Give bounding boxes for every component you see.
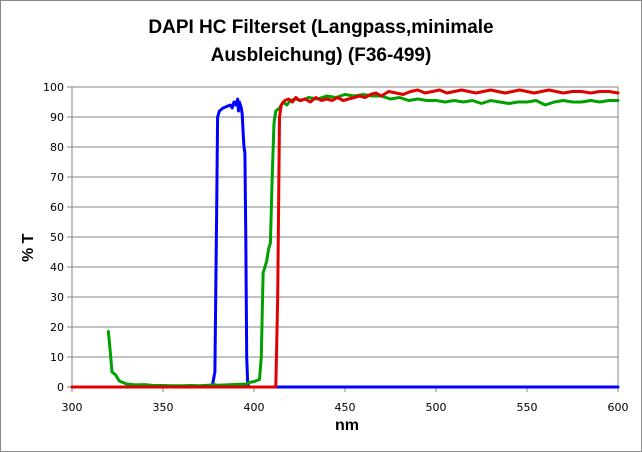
y-tick-label: 50 xyxy=(50,231,64,244)
y-tick-label: 80 xyxy=(50,141,64,154)
series-line xyxy=(70,88,620,389)
gridlines xyxy=(72,86,618,358)
x-tick-label: 550 xyxy=(517,401,538,414)
y-tick-label: 30 xyxy=(50,291,64,304)
x-tick-label: 400 xyxy=(244,401,265,414)
x-axis-label: nm xyxy=(335,417,359,434)
y-tick-label: 20 xyxy=(50,321,64,334)
x-tick-label: 300 xyxy=(62,401,83,414)
y-tick-label: 10 xyxy=(50,351,64,364)
x-tick-label: 500 xyxy=(426,401,447,414)
x-tick-label: 350 xyxy=(153,401,174,414)
y-tick-label: 60 xyxy=(50,201,64,214)
y-tick-label: 90 xyxy=(50,111,64,124)
y-tick-label: 70 xyxy=(50,171,64,184)
y-tick-label: 40 xyxy=(50,261,64,274)
series-line xyxy=(106,93,620,388)
chart-title-line-1: DAPI HC Filterset (Langpass,minimale xyxy=(148,17,494,38)
y-axis-label: % T xyxy=(20,233,37,262)
y-tick-label: 0 xyxy=(57,381,64,394)
chart-title: DAPI HC Filterset (Langpass,minimale Aus… xyxy=(0,14,642,70)
x-tick-label: 600 xyxy=(608,401,629,414)
y-tick-label: 100 xyxy=(43,81,64,94)
chart-title-line-2: Ausbleichung) (F36-499) xyxy=(210,45,432,66)
series-line xyxy=(70,97,620,389)
x-tick-label: 450 xyxy=(335,401,356,414)
data-series xyxy=(70,88,620,389)
axes: 0 10 20 30 40 50 60 70 80 90 100 300 350 400 450 500 550… xyxy=(43,81,629,414)
